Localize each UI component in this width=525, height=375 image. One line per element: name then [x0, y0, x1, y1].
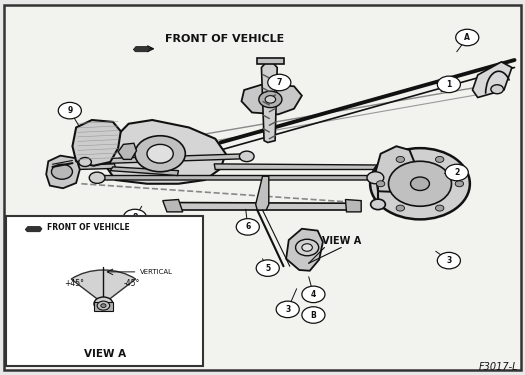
Circle shape [396, 156, 405, 162]
Polygon shape [110, 167, 178, 176]
Circle shape [236, 219, 259, 235]
Polygon shape [105, 120, 226, 184]
Polygon shape [25, 226, 42, 232]
Circle shape [302, 244, 312, 251]
Text: -45°: -45° [124, 279, 141, 288]
Polygon shape [345, 200, 361, 212]
Circle shape [239, 151, 254, 162]
Text: 7: 7 [277, 78, 282, 87]
Polygon shape [76, 164, 116, 170]
Circle shape [396, 205, 404, 211]
Circle shape [51, 164, 72, 179]
Polygon shape [90, 176, 378, 180]
Circle shape [256, 260, 279, 276]
Circle shape [376, 181, 385, 187]
Text: 6: 6 [245, 222, 250, 231]
Circle shape [79, 158, 91, 166]
Text: 2: 2 [454, 168, 459, 177]
Circle shape [302, 286, 325, 303]
Circle shape [302, 307, 325, 323]
Polygon shape [72, 120, 121, 166]
Circle shape [296, 239, 319, 256]
Circle shape [370, 148, 470, 219]
Text: A: A [464, 33, 470, 42]
Circle shape [436, 156, 444, 162]
Circle shape [147, 144, 173, 163]
Polygon shape [46, 156, 80, 188]
Circle shape [101, 304, 106, 307]
Polygon shape [257, 58, 284, 64]
Text: +45°: +45° [65, 279, 85, 288]
Polygon shape [214, 164, 379, 170]
Text: F3017-L: F3017-L [479, 362, 518, 372]
Polygon shape [118, 143, 136, 159]
Circle shape [491, 85, 503, 94]
Circle shape [259, 91, 282, 108]
Text: 1: 1 [446, 80, 452, 89]
Text: 8: 8 [132, 213, 138, 222]
Circle shape [276, 301, 299, 318]
Polygon shape [256, 176, 269, 210]
Polygon shape [472, 62, 512, 98]
Text: FRONT OF VEHICLE: FRONT OF VEHICLE [165, 34, 285, 44]
Polygon shape [286, 229, 323, 271]
Circle shape [388, 161, 452, 206]
Circle shape [89, 172, 105, 183]
Polygon shape [163, 200, 183, 212]
Circle shape [456, 29, 479, 46]
Polygon shape [375, 146, 415, 192]
Circle shape [437, 76, 460, 93]
Bar [6, 216, 203, 366]
Circle shape [97, 301, 110, 310]
Circle shape [411, 177, 429, 190]
Wedge shape [71, 270, 135, 304]
Polygon shape [242, 84, 302, 114]
Text: VIEW A: VIEW A [322, 236, 361, 246]
Circle shape [265, 96, 276, 103]
Circle shape [437, 252, 460, 269]
Polygon shape [261, 62, 277, 142]
Polygon shape [167, 202, 357, 210]
Text: 9: 9 [67, 106, 72, 115]
Text: 5: 5 [265, 264, 270, 273]
Circle shape [94, 297, 113, 310]
Text: VERTICAL: VERTICAL [140, 269, 173, 275]
Circle shape [268, 74, 291, 91]
Circle shape [123, 209, 146, 226]
Circle shape [455, 181, 464, 187]
Text: FRONT OF VEHICLE: FRONT OF VEHICLE [47, 223, 130, 232]
Text: 4: 4 [311, 290, 316, 299]
Polygon shape [133, 46, 150, 52]
Circle shape [371, 199, 385, 210]
Circle shape [445, 164, 468, 181]
Circle shape [436, 205, 444, 211]
Circle shape [58, 102, 81, 119]
Polygon shape [94, 302, 113, 311]
Circle shape [367, 172, 384, 184]
Text: B: B [311, 310, 316, 320]
Text: 3: 3 [446, 256, 452, 265]
Polygon shape [79, 154, 248, 164]
Text: VIEW A: VIEW A [83, 350, 126, 359]
Text: 3: 3 [285, 305, 290, 314]
Circle shape [135, 136, 185, 172]
